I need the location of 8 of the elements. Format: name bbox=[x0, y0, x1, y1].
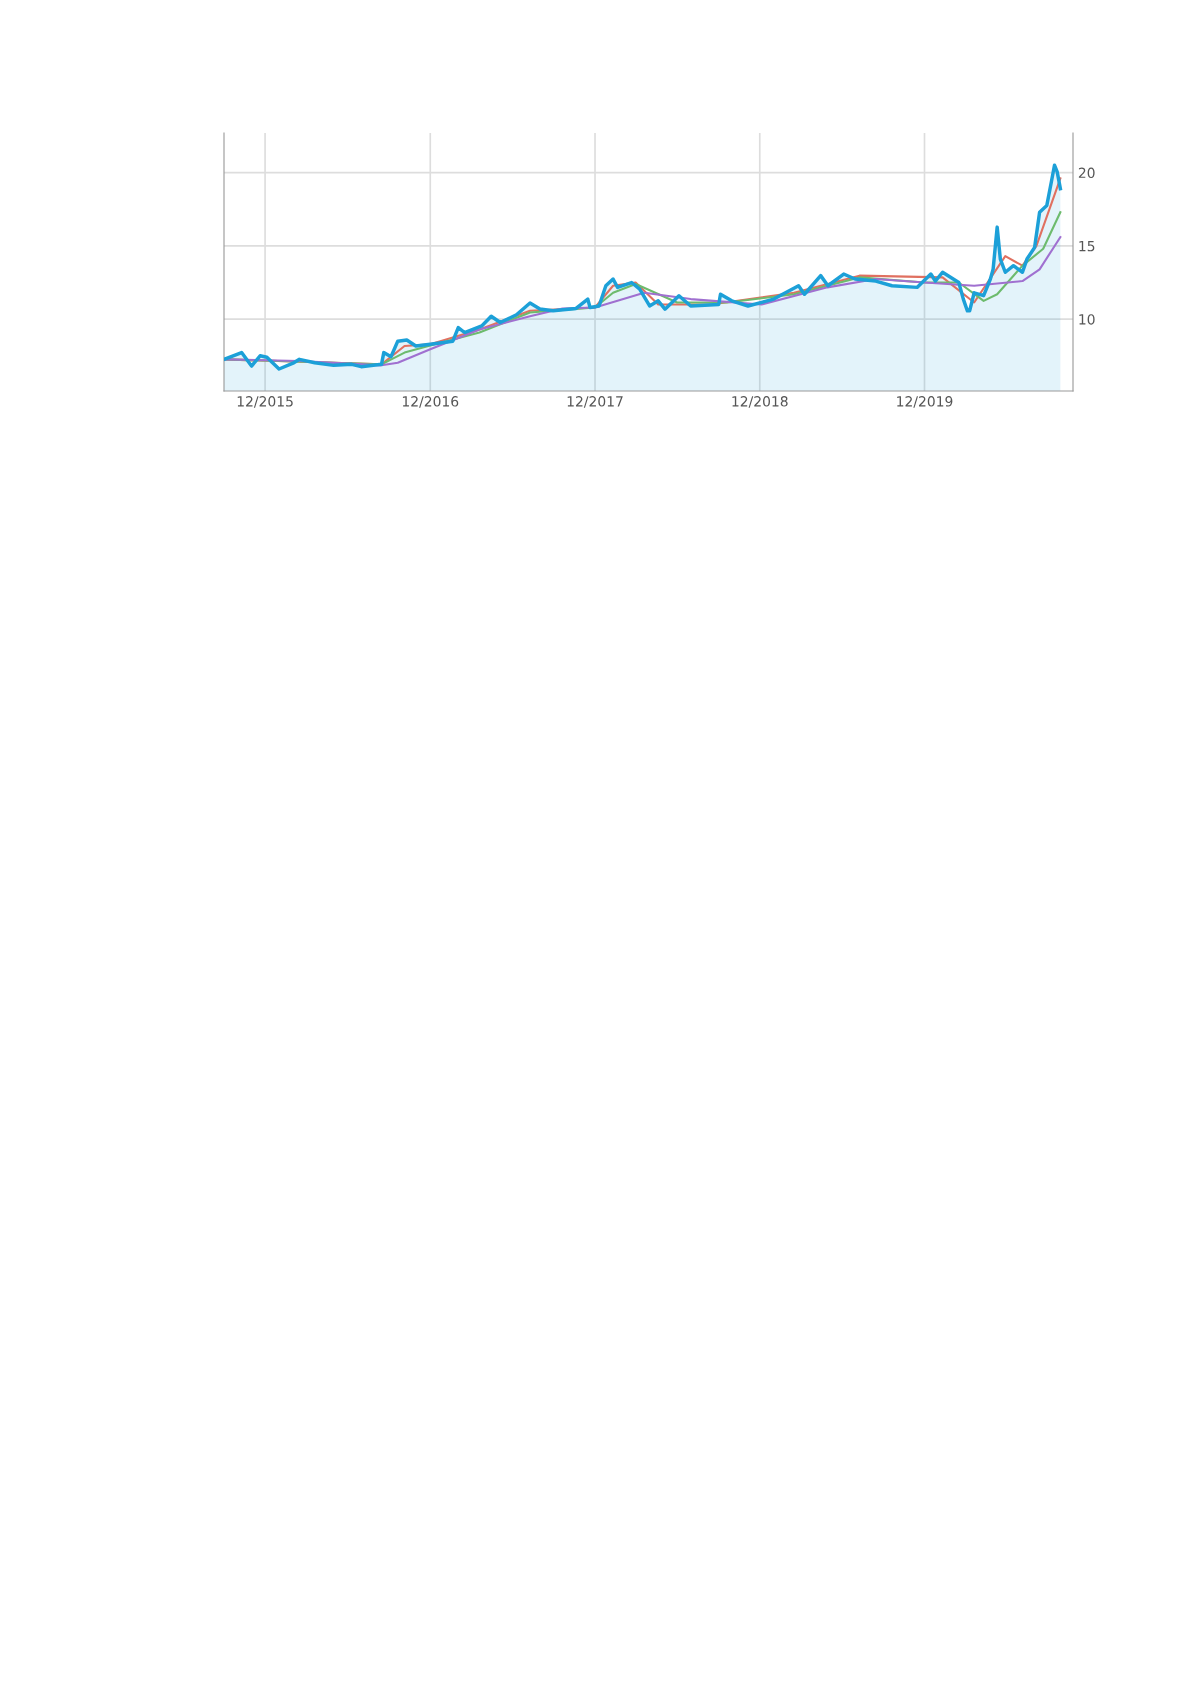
x-tick-label: 12/2018 bbox=[732, 396, 788, 408]
x-tick-label: 12/2019 bbox=[897, 396, 953, 408]
x-tick-label: 12/2017 bbox=[567, 396, 623, 408]
y-tick-label: 20 bbox=[1078, 167, 1095, 179]
x-tick-label: 12/2015 bbox=[237, 396, 293, 408]
x-tick-label: 12/2016 bbox=[402, 396, 459, 408]
y-tick-label: 15 bbox=[1079, 241, 1095, 252]
y-tick-label: 10 bbox=[1079, 314, 1095, 325]
